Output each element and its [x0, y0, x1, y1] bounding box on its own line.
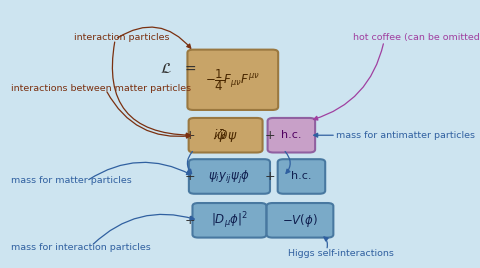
FancyBboxPatch shape: [268, 118, 315, 152]
Text: mass for antimatter particles: mass for antimatter particles: [336, 131, 475, 140]
Text: $+$: $+$: [264, 129, 276, 142]
FancyBboxPatch shape: [189, 159, 270, 194]
Text: $|D_{\mu}\phi|^2$: $|D_{\mu}\phi|^2$: [211, 210, 248, 230]
Text: $\mathcal{L}$: $\mathcal{L}$: [160, 61, 171, 76]
Text: $\psi_i y_{ij}\psi_j\phi$: $\psi_i y_{ij}\psi_j\phi$: [208, 168, 251, 185]
Text: Higgs self-interactions: Higgs self-interactions: [288, 249, 394, 258]
Text: $-V(\phi)$: $-V(\phi)$: [282, 212, 318, 229]
Text: interaction particles: interaction particles: [74, 33, 170, 42]
Text: $-\dfrac{1}{4}F_{\mu\nu}F^{\mu\nu}$: $-\dfrac{1}{4}F_{\mu\nu}F^{\mu\nu}$: [205, 67, 260, 93]
Text: $+$: $+$: [264, 170, 276, 183]
Text: $+$: $+$: [184, 214, 195, 227]
Text: hot coffee (can be omitted): hot coffee (can be omitted): [353, 33, 480, 42]
Text: mass for matter particles: mass for matter particles: [11, 176, 132, 185]
FancyBboxPatch shape: [187, 50, 278, 110]
Text: mass for interaction particles: mass for interaction particles: [11, 243, 150, 252]
Text: $+$: $+$: [184, 170, 195, 183]
Text: h.c.: h.c.: [291, 172, 312, 181]
Text: interactions between matter particles: interactions between matter particles: [11, 84, 191, 93]
Text: h.c.: h.c.: [281, 130, 301, 140]
FancyBboxPatch shape: [277, 159, 325, 194]
Text: $i\bar{\psi}\!\not\!\partial\psi$: $i\bar{\psi}\!\not\!\partial\psi$: [213, 127, 238, 144]
FancyBboxPatch shape: [189, 118, 263, 152]
FancyBboxPatch shape: [192, 203, 266, 237]
Text: $=$: $=$: [182, 61, 197, 75]
FancyBboxPatch shape: [267, 203, 333, 237]
Text: $+$: $+$: [184, 129, 195, 142]
